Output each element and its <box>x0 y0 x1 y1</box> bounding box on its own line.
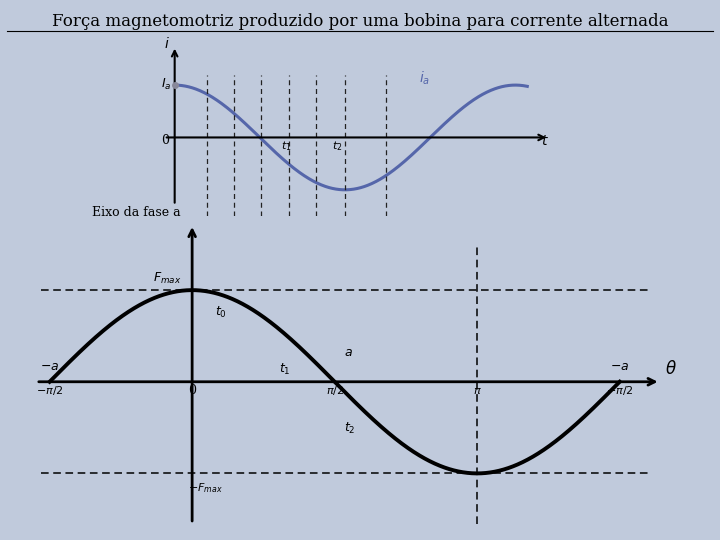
Text: $t_2$: $t_2$ <box>343 421 355 436</box>
Text: $-a$: $-a$ <box>40 360 59 373</box>
Text: $t_0$: $t_0$ <box>215 305 227 320</box>
Text: 0: 0 <box>188 384 196 397</box>
Text: Força magnetomotriz produzido por uma bobina para corrente alternada: Força magnetomotriz produzido por uma bo… <box>52 14 668 30</box>
Text: $-\pi/2$: $-\pi/2$ <box>36 384 63 397</box>
Text: $-F_{max}$: $-F_{max}$ <box>188 481 222 495</box>
Text: $\pi/2$: $\pi/2$ <box>325 384 343 397</box>
Text: $-\pi/2$: $-\pi/2$ <box>606 384 634 397</box>
Text: Eixo da fase a: Eixo da fase a <box>92 206 181 219</box>
Text: $F_{max}$: $F_{max}$ <box>153 271 181 286</box>
Text: $t_1$: $t_1$ <box>279 362 291 377</box>
Text: $t_1$: $t_1$ <box>281 139 291 153</box>
Text: $-a$: $-a$ <box>610 360 629 373</box>
Text: $i_a$: $i_a$ <box>419 70 430 87</box>
Text: $I_a$: $I_a$ <box>161 77 171 92</box>
Text: 0: 0 <box>161 134 169 147</box>
Text: $i$: $i$ <box>163 36 169 51</box>
Text: $t$: $t$ <box>541 134 549 149</box>
Text: $a$: $a$ <box>343 346 353 359</box>
Text: $t_2$: $t_2$ <box>332 139 343 153</box>
Text: $\pi$: $\pi$ <box>473 386 482 396</box>
Text: $\theta$: $\theta$ <box>665 360 677 379</box>
